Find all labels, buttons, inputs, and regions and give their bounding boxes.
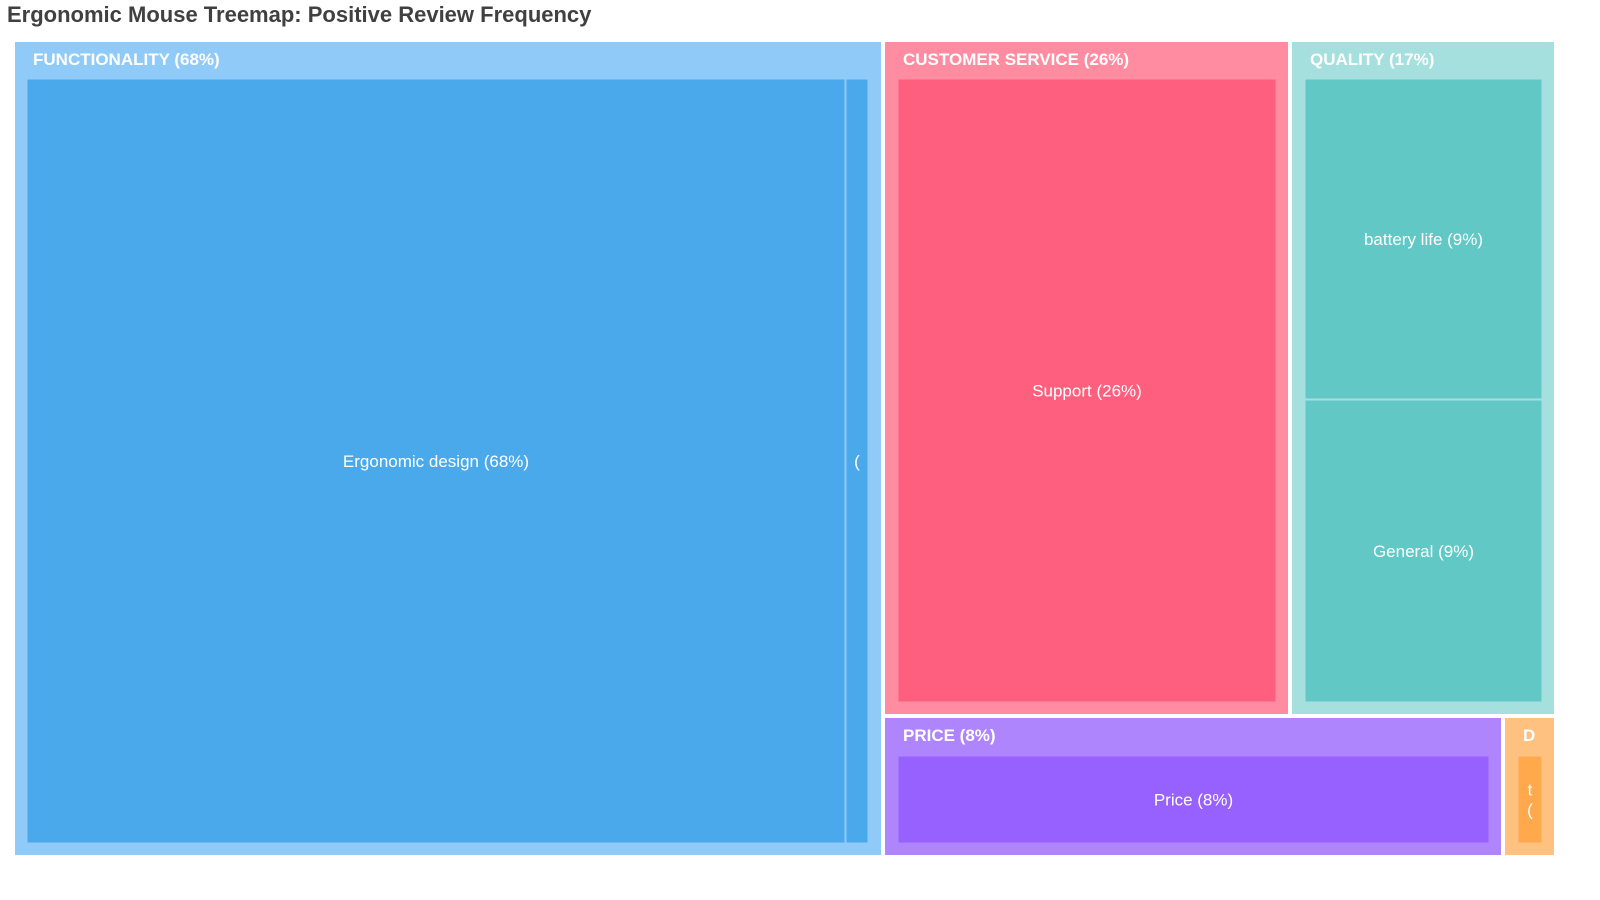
group-customer-service[interactable]: CUSTOMER SERVICE (26%) Support (26%) bbox=[885, 42, 1288, 714]
leaf-label-functionality-ergonomic-design: Ergonomic design (68%) bbox=[343, 452, 529, 471]
leaf-label-price-price: Price (8%) bbox=[1154, 791, 1233, 810]
group-label-functionality: FUNCTIONALITY (68%) bbox=[33, 50, 220, 69]
leaf-label-quality-general: General (9%) bbox=[1373, 542, 1474, 561]
group-label-customer-service: CUSTOMER SERVICE (26%) bbox=[903, 50, 1129, 69]
group-label-price: PRICE (8%) bbox=[903, 726, 996, 745]
leaf-rect-functionality-ergonomic-design[interactable] bbox=[26, 78, 846, 844]
group-label-d: D bbox=[1523, 726, 1535, 745]
leaf-label-d-t: t( bbox=[1527, 781, 1533, 820]
group-price[interactable]: PRICE (8%) Price (8%) bbox=[885, 718, 1501, 855]
group-label-quality: QUALITY (17%) bbox=[1310, 50, 1434, 69]
leaf-label-customer-service-support: Support (26%) bbox=[1032, 382, 1142, 401]
leaf-label-functionality-item-1: ( bbox=[854, 452, 860, 471]
group-d[interactable]: Dt( bbox=[1505, 718, 1554, 855]
leaf-rect-customer-service-support[interactable] bbox=[897, 78, 1277, 703]
group-functionality[interactable]: FUNCTIONALITY (68%) Ergonomic design (68%… bbox=[15, 42, 881, 855]
leaf-rect-d-t[interactable] bbox=[1517, 755, 1543, 844]
chart-title: Ergonomic Mouse Treemap: Positive Review… bbox=[7, 2, 592, 27]
group-quality[interactable]: QUALITY (17%) battery life (9%) General (9… bbox=[1292, 42, 1554, 714]
leaf-rect-functionality-item-1[interactable] bbox=[845, 78, 869, 844]
leaf-label-quality-battery-life: battery life (9%) bbox=[1364, 230, 1483, 249]
leaf-rect-price-price[interactable] bbox=[897, 755, 1490, 844]
leaf-rect-quality-battery-life[interactable] bbox=[1304, 78, 1543, 400]
leaf-rect-quality-general[interactable] bbox=[1304, 399, 1543, 703]
